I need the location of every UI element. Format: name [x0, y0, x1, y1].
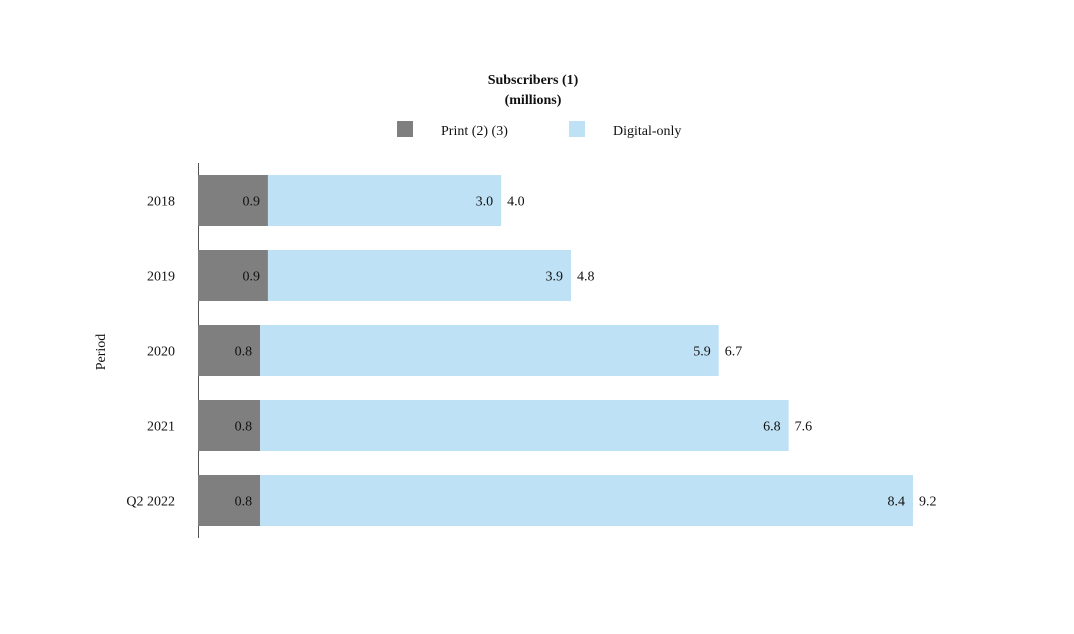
bar-digital: [267, 175, 502, 226]
bars-group: 2018 0.9 3.0 4.0 2019 0.9 3.9 4.8 2020 0.8 5.9 6.7 2…: [126, 175, 937, 526]
data-label-digital: 3.0: [476, 195, 494, 210]
data-label-digital: 6.8: [763, 420, 781, 435]
bar-print: [198, 475, 261, 526]
chart-subtitle: (millions): [505, 93, 562, 108]
data-label-total: 9.2: [919, 495, 937, 510]
legend: Print (2) (3) Digital-only: [397, 121, 681, 139]
data-label-print: 0.9: [242, 195, 260, 210]
data-label-digital: 8.4: [888, 495, 906, 510]
bar-digital: [260, 325, 719, 376]
data-label-print: 0.8: [235, 495, 253, 510]
category-tick-label: Q2 2022: [126, 495, 175, 510]
chart-title: Subscribers (1): [488, 73, 579, 88]
bar-print: [198, 400, 261, 451]
bar-digital: [267, 250, 572, 301]
legend-swatch-digital: [569, 121, 585, 137]
category-tick-label: 2020: [147, 345, 175, 360]
legend-swatch-print: [397, 121, 413, 137]
bar-digital: [260, 400, 789, 451]
legend-label-digital: Digital-only: [613, 124, 681, 139]
data-label-total: 7.6: [795, 420, 813, 435]
bar-print: [198, 250, 268, 301]
data-label-total: 4.0: [507, 195, 525, 210]
data-label-total: 6.7: [725, 345, 743, 360]
bar-print: [198, 325, 261, 376]
data-label-print: 0.9: [242, 270, 260, 285]
legend-label-print: Print (2) (3): [441, 124, 508, 139]
bar-digital: [260, 475, 913, 526]
category-tick-label: 2019: [147, 270, 175, 285]
category-tick-label: 2018: [147, 195, 175, 210]
y-axis-label: Period: [94, 334, 109, 371]
category-tick-label: 2021: [147, 420, 175, 435]
data-label-print: 0.8: [235, 420, 253, 435]
data-label-digital: 3.9: [546, 270, 564, 285]
bar-print: [198, 175, 268, 226]
data-label-digital: 5.9: [693, 345, 711, 360]
data-label-print: 0.8: [235, 345, 253, 360]
data-label-total: 4.8: [577, 270, 595, 285]
